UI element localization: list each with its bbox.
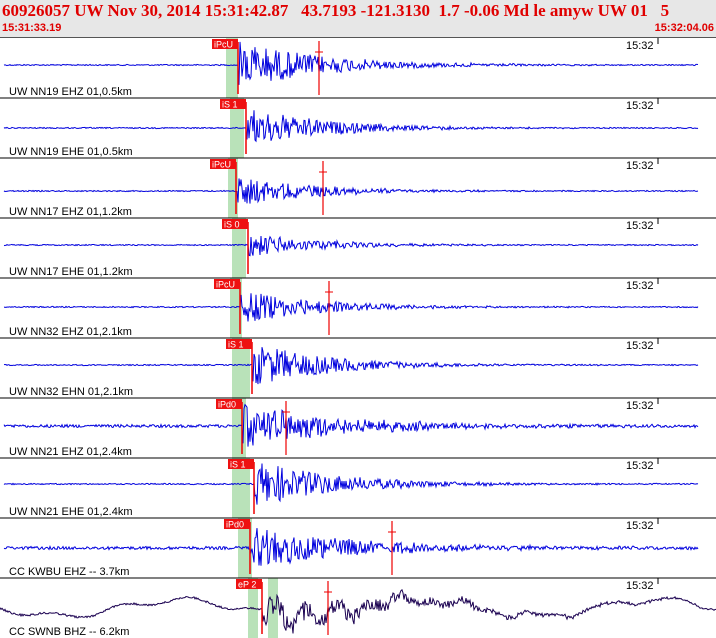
pick-label-box: [216, 399, 242, 409]
waveform-trace: [3, 178, 699, 204]
pick-label: eP 2: [238, 580, 256, 590]
event-header: 60926057 UW Nov 30, 2014 15:31:42.87 43.…: [0, 0, 716, 38]
pick-label-box: [214, 279, 240, 289]
processing-window: [226, 38, 238, 98]
time-tick-label: 15:32: [626, 220, 654, 232]
pick-label-box: [212, 39, 238, 49]
pick-label: iPcU: [216, 280, 235, 290]
pick-label-box: [222, 219, 248, 229]
waveform-trace: [3, 235, 699, 257]
pick-label-box: [224, 519, 250, 529]
channel-label: CC KWBU EHZ -- 3.7km: [9, 566, 129, 578]
time-tick-label: 15:32: [626, 40, 654, 52]
waveform-trace: [3, 347, 699, 385]
waveform-trace: [3, 463, 699, 505]
pick-label-box: [228, 459, 254, 469]
channel-label: UW NN21 EHZ 01,2.4km: [9, 446, 132, 458]
start-time-label: 15:31:33.19: [2, 22, 62, 34]
pick-label-box: [236, 579, 262, 589]
processing-window: [238, 518, 252, 578]
seismogram-plot: iPcU 15:32 UW NN19 EHZ 01,0.5km iS 1 15:32 UW…: [0, 38, 716, 638]
time-tick-label: 15:32: [626, 460, 654, 472]
pick-label: iS 0: [224, 220, 240, 230]
channel-label: CC SWNB BHZ -- 6.2km: [9, 626, 129, 638]
channel-label: UW NN17 EHZ 01,1.2km: [9, 206, 132, 218]
time-tick-label: 15:32: [626, 520, 654, 532]
time-tick-label: 15:32: [626, 280, 654, 292]
pick-label: iPd0: [218, 400, 236, 410]
end-time-label: 15:32:04.06: [654, 22, 714, 34]
waveform-trace: [3, 110, 699, 143]
waveform-trace: [3, 41, 699, 85]
channel-label: UW NN19 EHE 01,0.5km: [9, 146, 132, 158]
channel-label: UW NN21 EHE 01,2.4km: [9, 506, 132, 518]
processing-window: [232, 218, 246, 278]
pick-label: iPd0: [226, 520, 244, 530]
pick-label: iS 1: [230, 460, 246, 470]
pick-label: iS 1: [228, 340, 244, 350]
time-tick-label: 15:32: [626, 400, 654, 412]
channel-label: UW NN17 EHE 01,1.2km: [9, 266, 132, 278]
channel-label: UW NN19 EHZ 01,0.5km: [9, 86, 132, 98]
time-tick-label: 15:32: [626, 580, 654, 592]
time-tick-label: 15:32: [626, 100, 654, 112]
pick-label-box: [210, 159, 236, 169]
pick-label: iPcU: [214, 40, 233, 50]
time-tick-label: 15:32: [626, 340, 654, 352]
channel-label: UW NN32 EHN 01,2.1km: [9, 386, 133, 398]
processing-window: [232, 338, 250, 398]
processing-window: [230, 278, 242, 338]
waveform-trace: [0, 588, 716, 634]
channel-label: UW NN32 EHZ 01,2.1km: [9, 326, 132, 338]
time-tick-label: 15:32: [626, 160, 654, 172]
pick-label: iPcU: [212, 160, 231, 170]
processing-window: [232, 458, 250, 518]
pick-label: iS 1: [222, 100, 238, 110]
waveform-trace: [3, 293, 699, 322]
pick-label-box: [226, 339, 252, 349]
waveform-trace: [3, 528, 699, 566]
event-title: 60926057 UW Nov 30, 2014 15:31:42.87 43.…: [2, 1, 670, 20]
processing-window: [228, 158, 238, 218]
waveform-trace: [3, 403, 699, 447]
pick-label-box: [220, 99, 246, 109]
